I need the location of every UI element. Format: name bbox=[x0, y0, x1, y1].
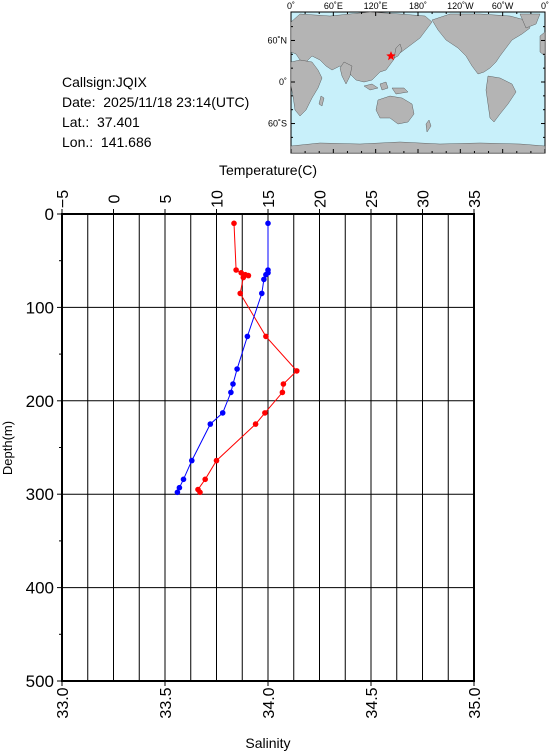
map-frame-ticks bbox=[290, 12, 546, 153]
salinity-axis-title: Salinity bbox=[245, 735, 290, 751]
temperature-point bbox=[279, 389, 286, 396]
temperature-tick-label: 30 bbox=[416, 190, 433, 208]
depth-tick-label: 300 bbox=[26, 485, 54, 504]
temperature-point bbox=[262, 410, 268, 416]
salinity-tick-label: 33.0 bbox=[55, 687, 72, 718]
salinity-point bbox=[176, 484, 183, 491]
depth-tick-label: 400 bbox=[26, 579, 54, 598]
depth-tick-label: 0 bbox=[45, 205, 54, 224]
map-longitude-labels: 0˚ 60˚E 120˚E 180˚ 120˚W 60˚W 0˚ bbox=[287, 1, 549, 11]
salinity-point bbox=[244, 333, 251, 340]
map-lat-label: 60˚N bbox=[267, 35, 287, 45]
temperature-tick-label: 25 bbox=[364, 190, 381, 208]
temperature-point bbox=[213, 457, 220, 464]
salinity-point bbox=[174, 489, 181, 496]
temperature-point bbox=[252, 421, 259, 427]
callsign-text: Callsign:JQIX bbox=[62, 74, 147, 90]
depth-tick-label: 500 bbox=[26, 672, 54, 691]
profile-series bbox=[174, 220, 300, 496]
depth-axis-title: Depth(m) bbox=[0, 421, 15, 475]
map-lon-label: 180˚ bbox=[409, 1, 427, 11]
chart-grid bbox=[61, 213, 475, 682]
temperature-point bbox=[202, 476, 208, 483]
salinity-point bbox=[259, 290, 265, 297]
salinity-tick-label: 34.5 bbox=[364, 687, 381, 718]
map-lon-label: 0˚ bbox=[287, 1, 295, 11]
temperature-tick-label: 15 bbox=[261, 190, 278, 208]
plot-frame bbox=[61, 213, 475, 682]
salinity-point bbox=[228, 389, 234, 396]
temperature-tick-label: 20 bbox=[313, 190, 330, 208]
temperature-axis: −5 0 5 10 15 20 25 30 35 bbox=[55, 190, 484, 214]
temperature-profile-line bbox=[197, 223, 298, 493]
temperature-point bbox=[294, 368, 300, 374]
salinity-point bbox=[230, 381, 236, 387]
salinity-tick-label: 34.0 bbox=[261, 687, 278, 718]
longitude-text: Lon.: 141.686 bbox=[62, 134, 152, 150]
depth-tick-label: 100 bbox=[26, 298, 54, 317]
salinity-point bbox=[189, 457, 195, 464]
salinity-point bbox=[180, 476, 187, 483]
salinity-axis: 33.0 33.5 34.0 34.5 35.0 bbox=[55, 681, 484, 719]
temperature-tick-label: 0 bbox=[107, 194, 124, 203]
temperature-tick-label: 5 bbox=[158, 194, 175, 203]
depth-axis: 0 100 200 300 400 500 bbox=[26, 205, 62, 691]
temperature-tick-label: 35 bbox=[467, 190, 484, 208]
salinity-tick-label: 35.0 bbox=[467, 687, 484, 718]
temperature-point bbox=[240, 274, 247, 281]
station-marker-icon bbox=[386, 51, 396, 61]
salinity-point bbox=[261, 276, 267, 283]
map-lon-label: 0˚ bbox=[541, 1, 549, 11]
salinity-point bbox=[219, 410, 226, 416]
map-land bbox=[290, 11, 546, 154]
latitude-text: Lat.: 37.401 bbox=[62, 114, 140, 130]
station-info: Callsign:JQIX Date: 2025/11/18 23:14(UTC… bbox=[62, 72, 249, 152]
location-map: 0˚ 60˚E 120˚E 180˚ 120˚W 60˚W 0˚ 60˚N 0˚ 60˚S bbox=[267, 1, 549, 154]
temperature-point bbox=[197, 489, 203, 496]
salinity-point bbox=[207, 421, 214, 427]
map-lon-label: 120˚W bbox=[447, 1, 474, 11]
map-lat-label: 60˚S bbox=[268, 119, 287, 129]
temperature-point bbox=[263, 333, 269, 340]
map-latitude-labels: 60˚N 0˚ 60˚S bbox=[267, 35, 287, 128]
temperature-point bbox=[245, 272, 252, 279]
map-lat-label: 0˚ bbox=[279, 77, 287, 87]
map-lon-label: 120˚E bbox=[364, 1, 388, 11]
map-lon-label: 60˚W bbox=[492, 1, 514, 11]
temperature-tick-label: 10 bbox=[210, 190, 227, 208]
temperature-point bbox=[231, 220, 237, 227]
temperature-point bbox=[237, 290, 243, 297]
salinity-point bbox=[265, 220, 271, 227]
temperature-point bbox=[233, 267, 239, 273]
temperature-point bbox=[280, 381, 287, 387]
salinity-point bbox=[234, 366, 240, 372]
map-lon-label: 60˚E bbox=[324, 1, 343, 11]
date-text: Date: 2025/11/18 23:14(UTC) bbox=[62, 94, 250, 110]
temperature-tick-label: −5 bbox=[55, 190, 72, 208]
temperature-axis-title: Temperature(C) bbox=[219, 162, 317, 178]
salinity-tick-label: 33.5 bbox=[158, 687, 175, 718]
depth-tick-label: 200 bbox=[26, 392, 54, 411]
salinity-point bbox=[263, 271, 269, 278]
